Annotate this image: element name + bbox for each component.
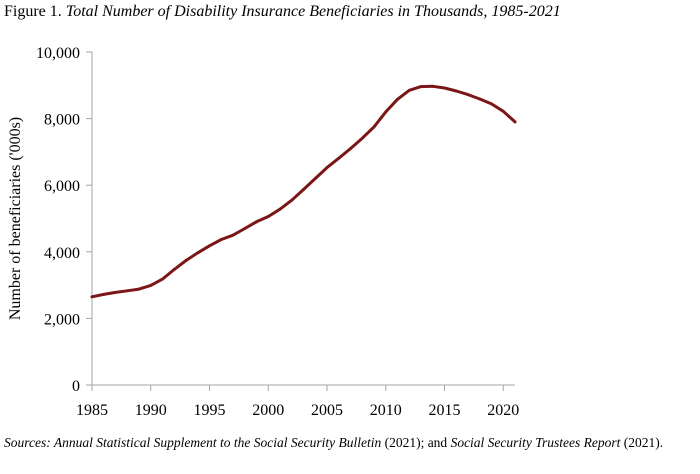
data-point: [137, 287, 141, 291]
data-point: [349, 147, 352, 150]
y-tick-label: 10,000: [36, 45, 80, 62]
data-point: [266, 215, 270, 218]
series-line: [90, 84, 517, 299]
x-tick-label: 2015: [429, 402, 461, 419]
data-point: [278, 207, 282, 211]
x-tick-label: 1985: [76, 402, 108, 419]
y-tick-label: 4,000: [44, 245, 80, 262]
data-point: [454, 89, 458, 93]
source-prefix: Sources:: [4, 435, 54, 450]
data-point: [478, 97, 482, 101]
x-tick-label: 2020: [487, 402, 519, 419]
data-point: [102, 293, 106, 296]
data-point: [407, 88, 411, 92]
data-point: [431, 84, 435, 88]
figure-label: Figure 1.: [4, 3, 62, 20]
y-tick-label: 0: [72, 378, 80, 395]
data-point: [384, 110, 388, 114]
x-tick-label: 1995: [194, 402, 226, 419]
data-point: [231, 233, 235, 237]
data-point: [360, 136, 364, 140]
source-title-2: Social Security Trustees Report: [450, 435, 621, 450]
figure-title: Figure 1. Total Number of Disability Ins…: [4, 3, 561, 21]
data-point: [501, 109, 505, 113]
data-point: [337, 156, 341, 160]
data-point: [219, 238, 223, 241]
data-point: [114, 291, 117, 294]
y-axis-label: Number of beneficiaries ('000s): [7, 117, 24, 320]
x-tick-label: 2010: [370, 402, 402, 419]
x-tick-label: 2005: [311, 402, 343, 419]
data-point: [161, 277, 164, 281]
data-point: [396, 97, 399, 101]
chart-title: Total Number of Disability Insurance Ben…: [65, 3, 561, 20]
line-chart: 1985 1990 1995 2000 2005 2010 2015 2020 0 2,000 4…: [7, 45, 519, 419]
series-layer: [90, 84, 517, 299]
data-point: [466, 93, 470, 97]
data-point: [419, 85, 423, 89]
data-point: [90, 295, 94, 299]
data-point: [325, 166, 329, 169]
data-point: [290, 198, 294, 202]
data-point: [184, 259, 188, 262]
source-note: Sources: Annual Statistical Supplement t…: [4, 435, 696, 451]
x-tick-label: 1990: [135, 402, 167, 419]
source-mid: (2021); and: [381, 435, 451, 450]
data-point: [149, 284, 153, 287]
data-point: [372, 125, 376, 129]
y-tick-label: 8,000: [44, 112, 80, 129]
data-point: [196, 251, 200, 255]
data-point: [443, 86, 446, 90]
data-point: [125, 289, 129, 293]
axes: [91, 52, 515, 386]
y-tick-label: 2,000: [44, 311, 80, 328]
source-title-1: Annual Statistical Supplement to the Soc…: [53, 435, 382, 450]
data-point: [172, 268, 176, 271]
data-point: [208, 244, 211, 248]
x-tick-label: 2000: [252, 402, 284, 419]
data-point: [313, 177, 317, 180]
y-tick-label: 6,000: [44, 178, 80, 195]
y-axis-ticks: 0 2,000 4,000 6,000 8,000 10,000: [36, 45, 92, 395]
data-point: [255, 220, 258, 224]
data-point: [302, 188, 305, 191]
data-point: [513, 120, 517, 124]
data-point: [490, 102, 493, 106]
data-point: [243, 227, 247, 230]
x-axis-ticks: 1985 1990 1995 2000 2005 2010 2015 2020: [76, 385, 519, 419]
source-suffix: (2021).: [620, 435, 664, 450]
